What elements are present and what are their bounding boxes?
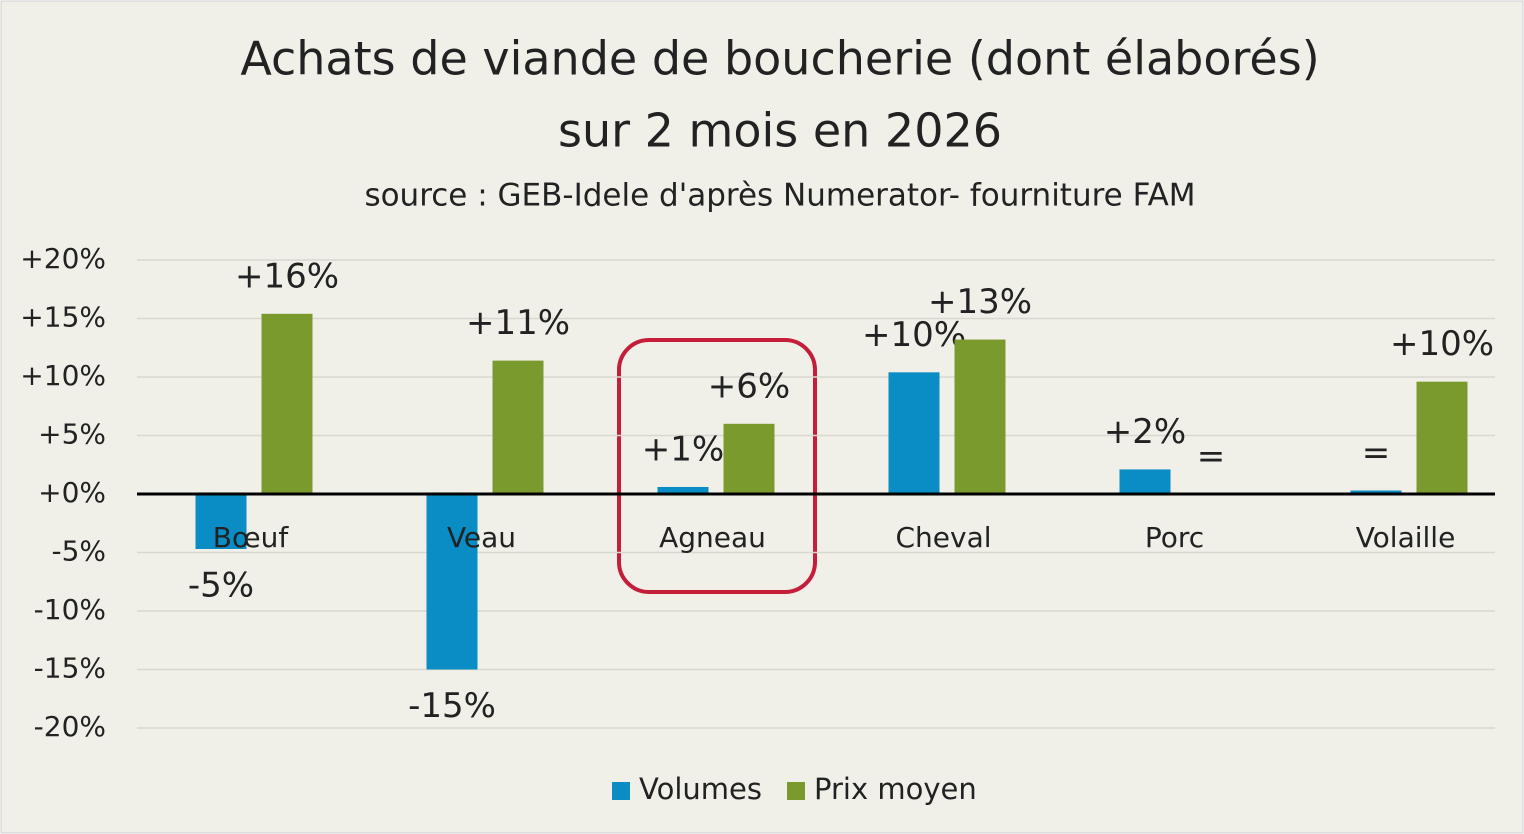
x-tick-label: Bœuf — [213, 521, 290, 554]
legend-label: Volumes — [639, 772, 762, 806]
chart-subtitle: source : GEB-Idele d'après Numerator- fo… — [364, 178, 1195, 214]
chart-title: Achats de viande de boucherie (dont élab… — [240, 32, 1319, 86]
bar — [1416, 381, 1468, 494]
data-label: = — [1362, 433, 1391, 473]
bar — [195, 494, 247, 549]
bar — [723, 423, 775, 494]
bar — [1350, 490, 1402, 494]
data-label: +16% — [235, 256, 339, 296]
bar — [492, 360, 544, 494]
bar — [261, 313, 313, 494]
data-label: +6% — [708, 366, 790, 406]
y-tick-label: -15% — [34, 652, 106, 685]
data-label: +13% — [928, 282, 1032, 322]
y-tick-label: +20% — [20, 242, 106, 275]
legend-label: Prix moyen — [814, 772, 977, 806]
chart-title: sur 2 mois en 2026 — [558, 104, 1002, 158]
y-tick-label: -20% — [34, 710, 106, 743]
y-tick-label: -5% — [51, 535, 106, 568]
x-tick-label: Porc — [1145, 521, 1204, 554]
data-label: -5% — [188, 565, 254, 605]
data-label: = — [1197, 437, 1226, 477]
bar — [888, 372, 940, 494]
y-tick-label: +5% — [38, 418, 106, 451]
data-label: +1% — [642, 429, 724, 469]
y-tick-label: +15% — [20, 301, 106, 334]
bar — [657, 486, 709, 494]
data-label: +2% — [1104, 412, 1186, 452]
legend-swatch — [612, 782, 630, 800]
highlight-box — [617, 338, 817, 594]
y-tick-label: +10% — [20, 359, 106, 392]
y-tick-label: -10% — [34, 593, 106, 626]
data-label: +10% — [862, 315, 966, 355]
data-label: -15% — [408, 686, 496, 726]
x-tick-label: Cheval — [895, 521, 991, 554]
bar — [954, 339, 1006, 494]
x-tick-label: Veau — [447, 521, 516, 554]
bar — [1119, 469, 1171, 494]
x-tick-label: Volaille — [1356, 521, 1456, 554]
y-tick-label: +0% — [38, 476, 106, 509]
data-label: +11% — [466, 303, 570, 343]
data-label: +10% — [1390, 324, 1494, 364]
x-tick-label: Agneau — [659, 521, 766, 554]
bar — [426, 494, 478, 670]
legend-swatch — [787, 782, 805, 800]
